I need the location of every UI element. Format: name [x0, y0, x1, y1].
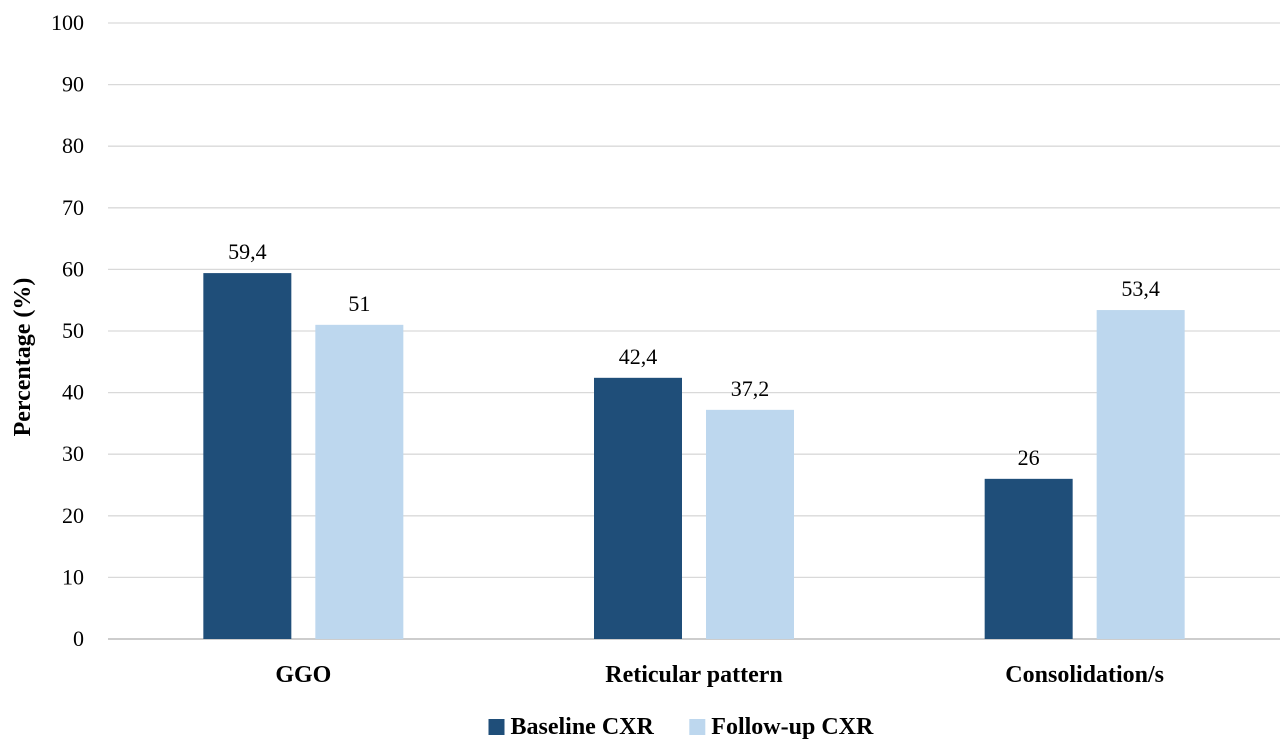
legend-swatch-baseline	[488, 719, 505, 735]
data-label: 37,2	[731, 376, 770, 401]
y-tick-label: 80	[62, 133, 84, 158]
legend: Baseline CXR Follow-up CXR	[488, 714, 874, 740]
x-category-label: Reticular pattern	[605, 662, 783, 688]
legend-label: Follow-up CXR	[711, 714, 874, 740]
data-label: 51	[348, 291, 370, 316]
data-label: 42,4	[619, 344, 658, 369]
bar-follow-up-2	[1096, 310, 1185, 639]
legend-label: Baseline CXR	[511, 714, 655, 740]
y-tick-label: 70	[62, 195, 84, 220]
legend-swatch-follow-up	[689, 719, 706, 735]
x-axis-category-labels: GGO Reticular pattern Consolidation/s	[275, 662, 1164, 688]
y-tick-label: 100	[51, 10, 84, 35]
y-tick-label: 0	[73, 626, 84, 651]
bar-baseline-2	[984, 478, 1073, 639]
bar-follow-up-1	[706, 409, 794, 639]
bar-baseline-0	[203, 273, 292, 639]
y-tick-label: 10	[62, 564, 84, 589]
y-axis-tick-labels: 0 10 20 30 40 50 60 70 80 90 100	[51, 10, 84, 651]
gridlines	[108, 22, 1280, 640]
y-tick-label: 30	[62, 441, 84, 466]
bar-baseline-1	[594, 377, 682, 639]
y-tick-label: 40	[62, 380, 84, 405]
y-tick-label: 60	[62, 256, 84, 281]
y-tick-label: 20	[62, 503, 84, 528]
x-category-label: GGO	[275, 662, 331, 688]
bars	[203, 273, 1185, 639]
data-label: 26	[1018, 445, 1040, 470]
data-label: 59,4	[228, 239, 267, 264]
y-tick-label: 50	[62, 318, 84, 343]
bar-follow-up-0	[315, 324, 404, 639]
data-labels: 59,4 51 42,4 37,2 26 53,4	[228, 239, 1160, 470]
x-category-label: Consolidation/s	[1005, 662, 1164, 688]
data-label: 53,4	[1121, 276, 1160, 301]
y-tick-label: 90	[62, 72, 84, 97]
y-axis-title: Percentage (%)	[10, 278, 36, 437]
